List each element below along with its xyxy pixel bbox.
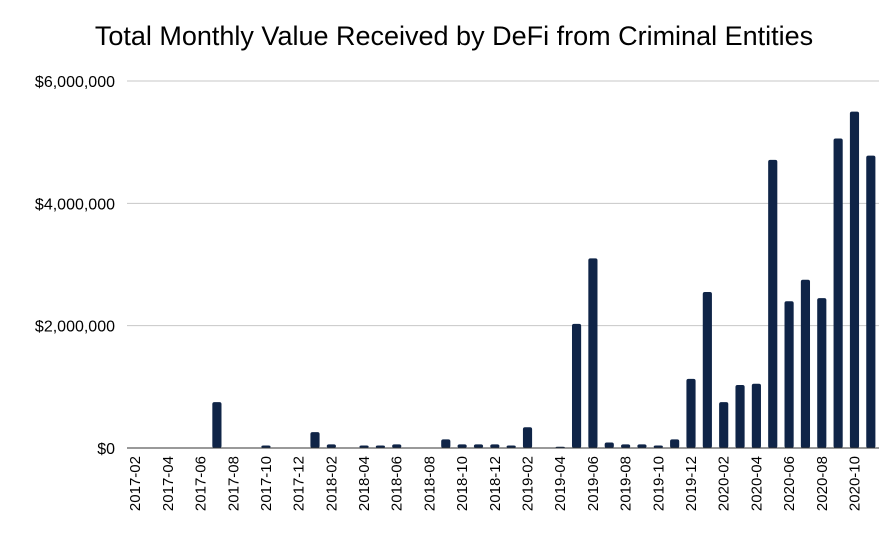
bar-2020-01 xyxy=(702,292,712,448)
bars xyxy=(212,111,876,448)
bar-2018-04 xyxy=(359,445,369,448)
x-tick-label: 2017-04 xyxy=(160,456,177,511)
bar-2020-04 xyxy=(751,383,761,448)
x-tick-label: 2018-06 xyxy=(389,456,406,511)
bar-2018-10 xyxy=(457,444,467,448)
bar-2018-06 xyxy=(392,444,402,448)
bar-2018-09 xyxy=(441,439,451,448)
y-tick-label: $2,000,000 xyxy=(35,319,115,336)
bar-2020-11 xyxy=(866,155,876,448)
bar-2017-07 xyxy=(212,402,222,448)
bar-2019-10 xyxy=(653,445,663,448)
x-tick-label: 2019-04 xyxy=(552,456,569,511)
x-tick-label: 2017-12 xyxy=(291,456,308,511)
bar-2018-11 xyxy=(473,444,484,448)
bar-2019-01 xyxy=(506,445,516,448)
x-tick-label: 2018-12 xyxy=(487,456,504,511)
bar-2018-01 xyxy=(310,432,320,448)
x-tick-label: 2017-06 xyxy=(193,456,210,511)
x-tick-label: 2020-04 xyxy=(748,456,765,511)
bar-2019-09 xyxy=(637,444,647,448)
bar-2020-10 xyxy=(849,111,860,448)
x-tick-label: 2019-12 xyxy=(683,456,700,511)
x-tick-label: 2018-04 xyxy=(356,456,373,511)
y-axis-tick-labels: $0 $2,000,000 $4,000,000 $6,000,000 xyxy=(35,74,115,458)
x-tick-label: 2019-06 xyxy=(585,456,602,511)
y-tick-label: $6,000,000 xyxy=(35,74,115,91)
bar-2018-05 xyxy=(375,445,385,448)
x-tick-label: 2019-02 xyxy=(520,456,537,511)
bar-2018-12 xyxy=(490,444,500,448)
bar-2018-02 xyxy=(326,444,336,448)
x-tick-label: 2018-08 xyxy=(421,456,438,511)
gridlines xyxy=(127,80,879,327)
chart-title: Total Monthly Value Received by DeFi fro… xyxy=(95,21,813,51)
x-tick-label: 2017-02 xyxy=(127,456,144,511)
x-tick-label: 2019-10 xyxy=(650,456,667,511)
bar-2020-03 xyxy=(735,384,745,448)
x-tick-label: 2019-08 xyxy=(618,456,635,511)
bar-2019-12 xyxy=(686,378,696,448)
bar-2019-11 xyxy=(670,439,680,448)
x-tick-label: 2017-08 xyxy=(225,456,242,511)
x-tick-label: 2020-08 xyxy=(814,456,831,511)
bar-2020-06 xyxy=(784,301,794,448)
x-tick-label: 2017-10 xyxy=(258,456,275,511)
bar-2019-05 xyxy=(571,323,582,448)
x-tick-label: 2018-02 xyxy=(323,456,340,511)
bar-2020-02 xyxy=(719,402,729,448)
y-tick-label: $4,000,000 xyxy=(35,196,115,213)
x-tick-label: 2018-10 xyxy=(454,456,471,511)
bar-2019-02 xyxy=(522,427,533,448)
bar-2020-09 xyxy=(833,138,843,448)
y-tick-label: $0 xyxy=(97,441,115,458)
bar-2017-10 xyxy=(261,445,271,448)
bar-2020-07 xyxy=(800,279,811,448)
bar-2020-05 xyxy=(768,159,778,448)
x-tick-label: 2020-02 xyxy=(716,456,733,511)
bar-2019-07 xyxy=(604,442,614,448)
bar-2019-08 xyxy=(621,444,631,448)
x-tick-label: 2020-10 xyxy=(846,456,863,511)
x-tick-label: 2020-06 xyxy=(781,456,798,511)
bar-2020-08 xyxy=(817,298,827,448)
bar-2019-06 xyxy=(588,258,598,448)
x-axis-tick-labels: 2017-02 2017-04 2017-06 2017-08 2017-10 2017-… xyxy=(127,456,863,511)
